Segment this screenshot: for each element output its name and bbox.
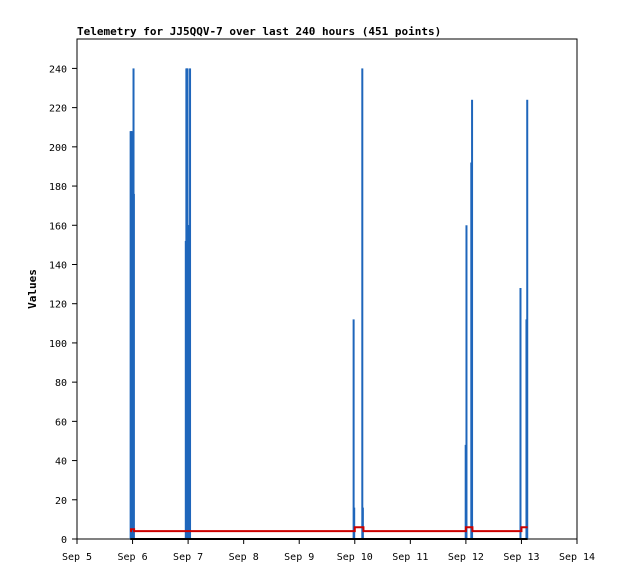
plot-frame bbox=[76, 38, 578, 540]
y-tick-label: 200 bbox=[49, 143, 67, 154]
x-tick-label: Sep 10 bbox=[337, 552, 373, 563]
x-tick-label: Sep 13 bbox=[503, 552, 539, 563]
x-tick-label: Sep 9 bbox=[284, 552, 314, 563]
y-tick-label: 220 bbox=[49, 104, 67, 115]
data-bar bbox=[132, 193, 135, 539]
x-tick-label: Sep 7 bbox=[173, 552, 203, 563]
series-line bbox=[130, 526, 528, 533]
data-bar bbox=[352, 319, 355, 539]
y-tick-label: 240 bbox=[49, 64, 67, 75]
data-bar bbox=[130, 131, 133, 539]
x-tick-label: Sep 14 bbox=[559, 552, 595, 563]
data-bar bbox=[465, 225, 468, 539]
y-tick-label: 0 bbox=[61, 535, 67, 546]
y-tick-label: 160 bbox=[49, 221, 67, 232]
x-tick-label: Sep 11 bbox=[392, 552, 428, 563]
y-tick-label: 100 bbox=[49, 339, 67, 350]
data-bar bbox=[361, 68, 364, 539]
data-bar bbox=[189, 68, 192, 539]
data-bar bbox=[361, 507, 364, 539]
y-tick-label: 40 bbox=[55, 457, 67, 468]
chart-title: Telemetry for JJ5QQV-7 over last 240 hou… bbox=[77, 25, 441, 38]
x-tick-label: Sep 5 bbox=[62, 552, 92, 563]
x-tick-label: Sep 6 bbox=[118, 552, 148, 563]
y-tick-label: 180 bbox=[49, 182, 67, 193]
plot-area: 0 20 40 60 80 100 120 140 160 180 200 220 240 Sep 5 Se… bbox=[49, 38, 595, 563]
y-tick-label: 120 bbox=[49, 300, 67, 311]
y-tick-label: 140 bbox=[49, 260, 67, 271]
y-tick-label: 80 bbox=[55, 378, 67, 389]
data-bar bbox=[353, 507, 356, 539]
data-bar bbox=[526, 99, 529, 540]
y-tick-label: 60 bbox=[55, 417, 67, 428]
data-bar bbox=[519, 288, 522, 539]
data-bar bbox=[471, 99, 474, 540]
x-tick-label: Sep 12 bbox=[448, 552, 484, 563]
x-tick-label: Sep 8 bbox=[229, 552, 259, 563]
y-axis-label: Values bbox=[26, 269, 39, 309]
y-tick-label: 20 bbox=[55, 496, 67, 507]
